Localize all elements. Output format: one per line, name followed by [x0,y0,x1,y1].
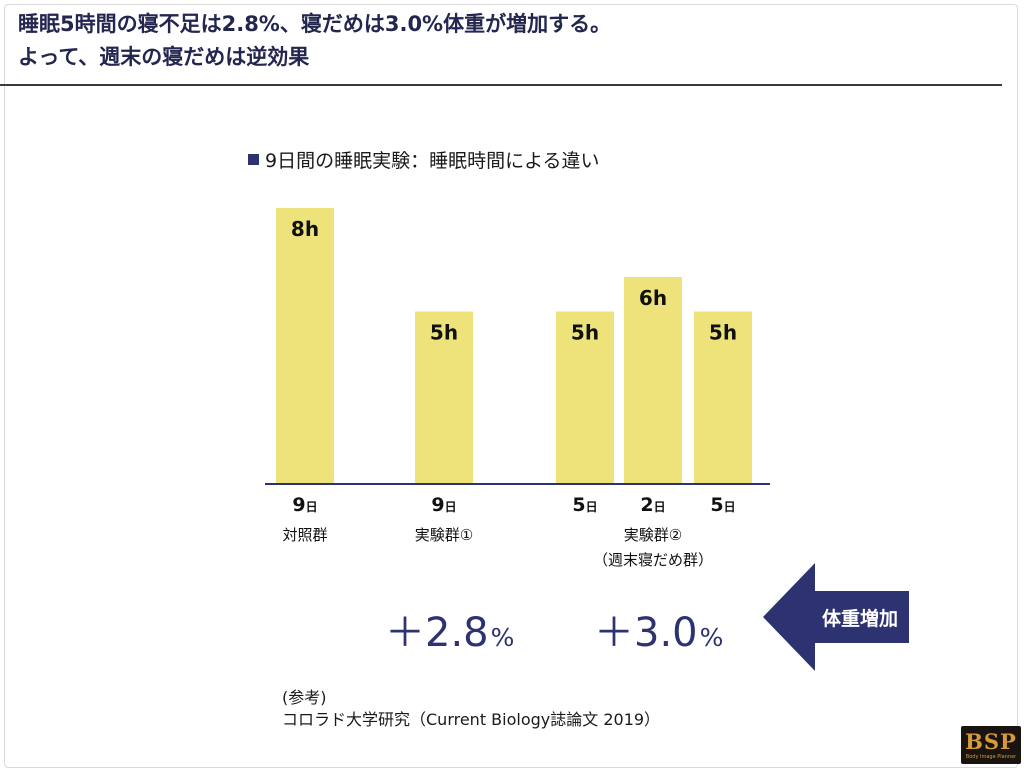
group-sublabel-exp2: （週末寝だめ群） [593,551,713,569]
day-label-4: 2日 [640,494,665,516]
headline-divider [0,84,1002,86]
bar-1 [276,208,334,484]
result-exp2-value: ＋3.0 [594,610,698,656]
bar-value-label-1: 8h [291,217,319,241]
result-exp2: ＋3.0 % [594,600,723,658]
headline-line-1: 睡眠5時間の寝不足は2.8%、寝だめは3.0%体重が増加する。 [18,12,612,36]
bsp-logo: BSP Body Image Planner [961,726,1021,764]
bar-value-label-3: 5h [571,321,599,345]
group-label-exp1: 実験群① [415,526,473,544]
result-exp2-unit: % [699,623,724,652]
chart-subtitle-text: 9日間の睡眠実験：睡眠時間による違い [265,150,600,172]
reference-source: コロラド大学研究（Current Biology誌論文 2019） [282,710,661,729]
bar-2 [415,311,473,484]
bar-value-label-2: 5h [430,321,458,345]
group-label-exp2: 実験群② [624,526,682,544]
left-arrow-icon [763,563,909,671]
square-bullet-icon [248,154,259,165]
weight-gain-arrow: 体重増加 [763,563,909,671]
result-exp1-value: ＋2.8 [385,610,489,656]
chart-subtitle: 9日間の睡眠実験：睡眠時間による違い [248,146,600,173]
day-label-3: 5日 [572,494,597,516]
day-label-1: 9日 [292,494,317,516]
slide-frame [4,4,1018,768]
headline-line-2: よって、週末の寝だめは逆効果 [18,45,310,69]
arrow-label: 体重増加 [822,607,898,630]
bar-value-label-5: 5h [709,321,737,345]
result-exp1: ＋2.8 % [385,600,514,658]
day-label-2: 9日 [431,494,456,516]
bar-3 [556,311,614,484]
headline: 睡眠5時間の寝不足は2.8%、寝だめは3.0%体重が増加する。 よって、週末の寝… [18,8,611,74]
bar-4 [624,277,682,484]
logo-subtext: Body Image Planner [965,754,1017,760]
day-label-5: 5日 [710,494,735,516]
reference: (参考) コロラド大学研究（Current Biology誌論文 2019） [282,687,660,731]
bar-5 [694,311,752,484]
reference-heading: (参考) [282,688,327,707]
result-exp1-unit: % [490,623,515,652]
logo-text: BSP [965,729,1017,754]
bar-value-label-4: 6h [639,286,667,310]
group-label-control: 対照群 [282,526,327,544]
